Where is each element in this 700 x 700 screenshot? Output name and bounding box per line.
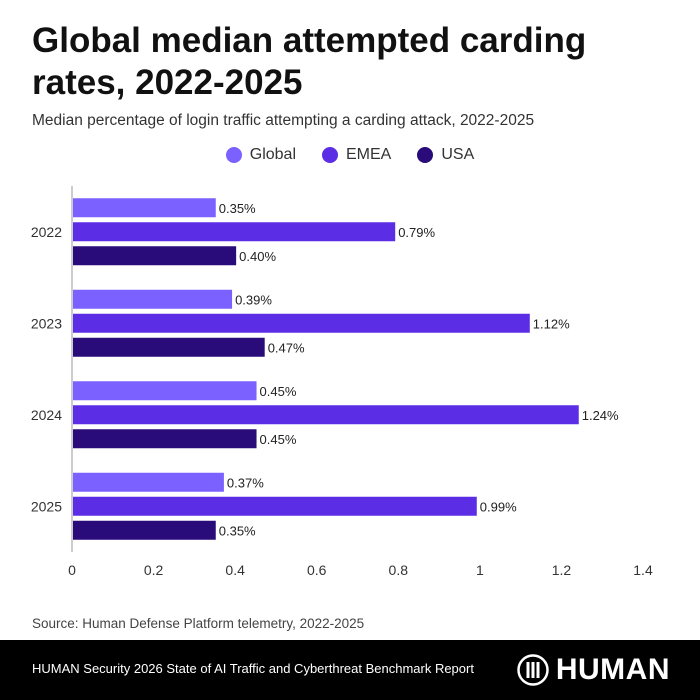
legend-swatch-global (225, 147, 242, 163)
y-tick-label: 2023 (31, 315, 62, 331)
y-tick-label: 2022 (31, 224, 62, 240)
data-label: 0.79% (398, 225, 435, 240)
bar-chart: 2022 0.35% 0.79% 0.40% 2023 0.39% 1.12% 0.47% 20… (31, 186, 653, 578)
bar (73, 405, 579, 425)
bar (73, 429, 257, 449)
y-tick-label: 2024 (31, 407, 62, 423)
bar (73, 337, 265, 357)
legend-label-emea: EMEA (346, 146, 392, 163)
source-note: Source: Human Defense Platform telemetry… (32, 616, 365, 631)
bar (73, 496, 477, 516)
x-tick-label: 1.2 (552, 562, 572, 578)
human-logo-icon (517, 654, 549, 686)
legend-label-usa: USA (441, 146, 475, 163)
bar (73, 472, 224, 492)
x-tick-label: 0.4 (225, 562, 245, 578)
data-label: 0.99% (480, 499, 517, 514)
x-tick-label: 0 (68, 562, 76, 578)
x-tick-label: 0.2 (144, 562, 164, 578)
x-tick-label: 1 (476, 562, 484, 578)
data-label: 0.47% (268, 340, 305, 355)
data-label: 0.35% (219, 201, 256, 216)
legend-item-emea: EMEA (322, 146, 391, 164)
x-tick-label: 1.4 (633, 562, 653, 578)
data-label: 1.24% (582, 408, 619, 423)
data-label: 0.39% (235, 292, 272, 307)
human-logo: HUMAN (517, 654, 670, 686)
data-label: 0.37% (227, 475, 264, 490)
data-label: 1.12% (533, 316, 570, 331)
data-label: 0.45% (260, 384, 297, 399)
x-tick-label: 0.8 (389, 562, 409, 578)
chart-title: Global median attempted carding rates, 2… (32, 21, 587, 102)
data-label: 0.35% (219, 523, 256, 538)
legend-label-global: Global (249, 146, 296, 163)
data-label: 0.40% (239, 249, 276, 264)
footer-bar: HUMAN Security 2026 State of AI Traffic … (0, 640, 700, 700)
bar (73, 246, 237, 266)
bar (73, 289, 233, 309)
legend-item-usa: USA (417, 146, 474, 164)
chart-subtitle: Median percentage of login traffic attem… (32, 112, 535, 129)
x-tick-label: 0.6 (307, 562, 327, 578)
legend-item-global: Global (225, 146, 296, 164)
bar (73, 381, 257, 401)
footer-text: HUMAN Security 2026 State of AI Traffic … (32, 661, 474, 676)
data-label: 0.45% (260, 432, 297, 447)
bar (73, 198, 216, 218)
logo-wordmark: HUMAN (555, 653, 670, 686)
bar (73, 222, 396, 242)
bar (73, 313, 530, 333)
chart-legend: Global EMEA USA (0, 146, 700, 164)
bar (73, 520, 216, 540)
y-tick-label: 2025 (31, 498, 62, 514)
legend-swatch-usa (417, 147, 434, 163)
legend-swatch-emea (322, 147, 338, 163)
